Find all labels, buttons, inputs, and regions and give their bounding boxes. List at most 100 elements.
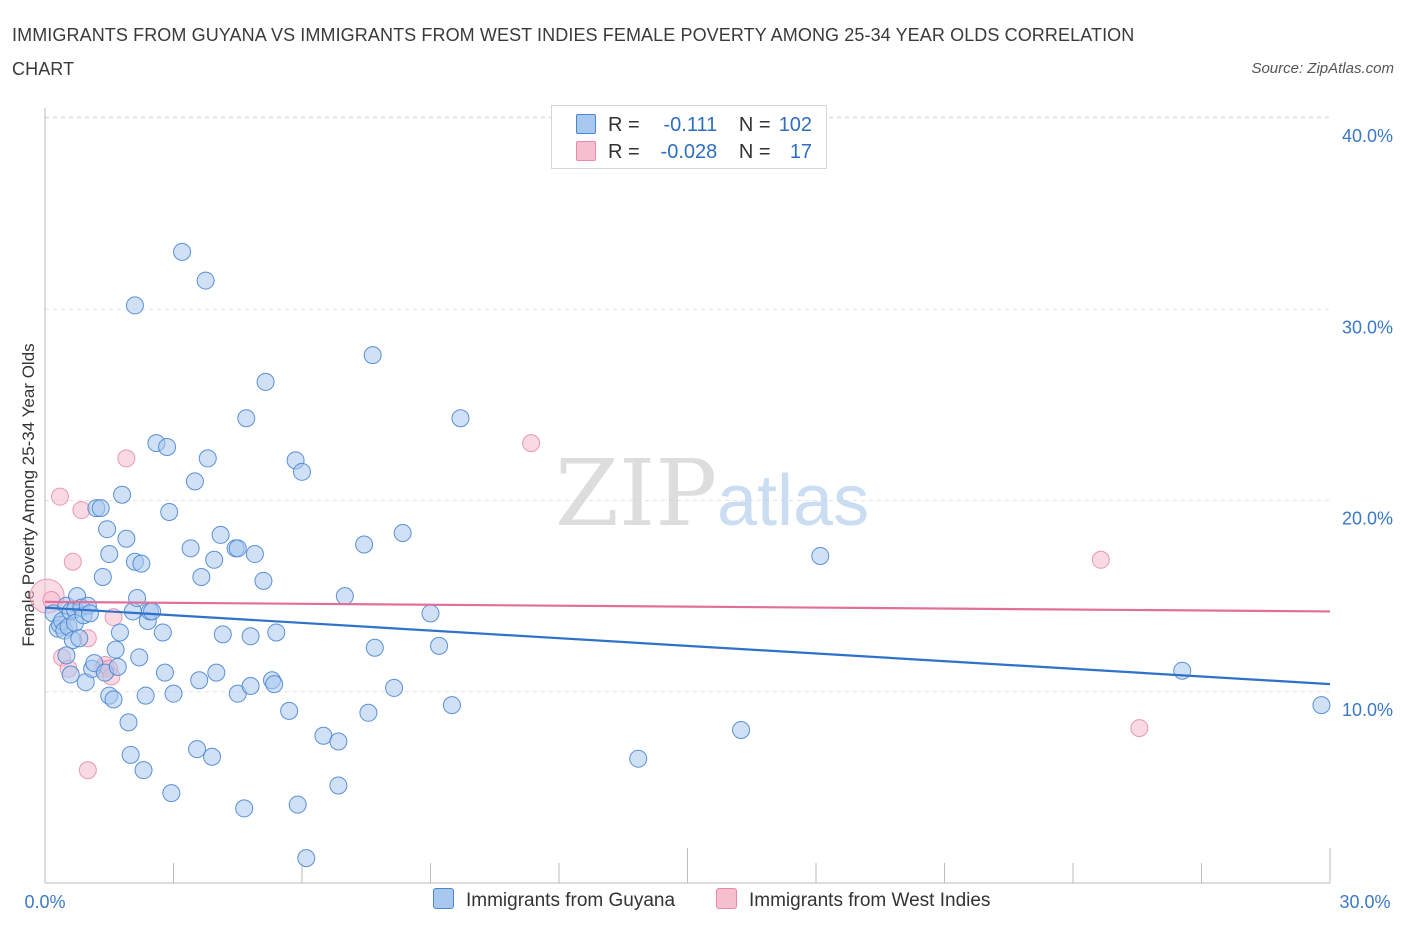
guyana-point bbox=[363, 346, 382, 365]
watermark: ZIP atlas bbox=[555, 440, 869, 547]
legend-row-guyana: R = -0.111 N = 102 bbox=[576, 114, 812, 138]
gridlines bbox=[45, 116, 1330, 693]
legend-r-label: R = bbox=[608, 114, 640, 136]
guyana-point bbox=[732, 721, 751, 739]
guyana-point bbox=[359, 703, 378, 722]
guyana-point bbox=[188, 740, 207, 759]
y-axis-tick-labels: 10.0% 20.0% 30.0% 40.0% bbox=[1342, 126, 1393, 720]
guyana-point bbox=[93, 568, 112, 586]
guyana-point bbox=[136, 686, 155, 705]
guyana-point bbox=[132, 554, 151, 573]
guyana-point bbox=[365, 638, 384, 657]
guyana-point bbox=[442, 696, 461, 715]
guyana-point bbox=[128, 589, 147, 608]
guyana-point bbox=[160, 502, 179, 521]
trend-line-west-indies bbox=[44, 600, 1331, 613]
guyana-point bbox=[329, 776, 348, 795]
guyana-point bbox=[430, 636, 449, 655]
guyana-point bbox=[100, 545, 119, 564]
y-axis-label: Female Poverty Among 25-34 Year Olds bbox=[19, 343, 38, 646]
guyana-point bbox=[162, 784, 181, 803]
guyana-point bbox=[288, 795, 307, 814]
guyana-point bbox=[203, 747, 222, 766]
guyana-point bbox=[91, 499, 110, 518]
guyana-point bbox=[267, 623, 286, 642]
guyana-point bbox=[198, 449, 217, 468]
guyana-point bbox=[143, 602, 162, 621]
bottom-legend-west-indies: Immigrants from West Indies bbox=[716, 888, 990, 912]
guyana-point bbox=[385, 678, 404, 697]
guyana-point bbox=[245, 545, 264, 564]
legend-swatch-west-indies bbox=[576, 141, 596, 161]
guyana-point bbox=[237, 409, 256, 428]
guyana-point bbox=[121, 745, 140, 764]
guyana-point bbox=[254, 571, 273, 590]
guyana-point bbox=[207, 663, 226, 682]
x-tick-label-end: 30.0% bbox=[1339, 892, 1390, 912]
guyana-point bbox=[205, 550, 224, 569]
guyana-point bbox=[421, 604, 440, 623]
guyana-point bbox=[393, 524, 412, 543]
guyana-point bbox=[153, 623, 172, 642]
guyana-point bbox=[80, 604, 99, 623]
west-indies-point bbox=[1091, 550, 1110, 569]
legend-n-value: 102 bbox=[778, 114, 813, 136]
guyana-point bbox=[196, 271, 215, 290]
west-indies-point bbox=[78, 761, 97, 780]
west-indies-point bbox=[50, 487, 69, 506]
guyana-point bbox=[265, 675, 284, 694]
guyana-point bbox=[173, 242, 192, 261]
guyana-point bbox=[98, 520, 117, 539]
y-tick-label: 10.0% bbox=[1342, 700, 1393, 720]
chart-title: IMMIGRANTS FROM GUYANA VS IMMIGRANTS FRO… bbox=[12, 25, 1135, 79]
guyana-point bbox=[158, 437, 177, 456]
guyana-point bbox=[104, 690, 123, 709]
guyana-point bbox=[293, 462, 311, 481]
legend-r-value: -0.028 bbox=[660, 141, 718, 163]
guyana-point bbox=[70, 629, 89, 648]
bottom-legend-label-guyana: Immigrants from Guyana bbox=[466, 890, 676, 911]
stats-legend: R = -0.111 N = 102 R = -0.028 N = 17 bbox=[551, 105, 827, 169]
guyana-point bbox=[125, 296, 144, 315]
guyana-point bbox=[57, 646, 76, 665]
west-indies-point bbox=[72, 501, 91, 520]
x-axis-ticks bbox=[44, 848, 1331, 883]
legend-row-west-indies: R = -0.028 N = 17 bbox=[576, 141, 812, 165]
legend-swatch-guyana bbox=[576, 114, 596, 134]
guyana-point bbox=[113, 485, 132, 504]
guyana-point bbox=[110, 623, 129, 642]
guyana-point bbox=[211, 525, 230, 544]
legend-r-value: -0.111 bbox=[663, 114, 718, 136]
guyana-point bbox=[108, 657, 127, 676]
y-tick-label: 40.0% bbox=[1342, 126, 1393, 146]
west-indies-point bbox=[63, 552, 82, 571]
guyana-point bbox=[61, 665, 80, 684]
guyana-point bbox=[451, 409, 470, 428]
watermark-zip: ZIP bbox=[555, 440, 717, 547]
guyana-point bbox=[241, 677, 260, 696]
x-tick-label-start: 0.0% bbox=[24, 892, 65, 912]
guyana-point bbox=[241, 627, 260, 646]
legend-n-value: 17 bbox=[789, 141, 813, 163]
y-tick-label: 20.0% bbox=[1342, 509, 1393, 529]
guyana-point bbox=[117, 529, 136, 548]
guyana-point bbox=[297, 849, 316, 868]
guyana-point bbox=[130, 648, 149, 667]
guyana-point bbox=[134, 761, 153, 780]
west-indies-point bbox=[522, 434, 541, 453]
watermark-atlas: atlas bbox=[717, 461, 869, 541]
guyana-point bbox=[629, 749, 648, 768]
series-guyana-points bbox=[44, 242, 1331, 868]
chart-source: Source: ZipAtlas.com bbox=[1251, 60, 1394, 77]
west-indies-point bbox=[117, 449, 136, 468]
guyana-point bbox=[228, 539, 247, 558]
guyana-point bbox=[329, 732, 348, 751]
west-indies-point bbox=[1130, 719, 1149, 738]
legend-n-label: N = bbox=[738, 141, 771, 163]
guyana-point bbox=[256, 372, 275, 391]
bottom-legend-guyana: Immigrants from Guyana bbox=[433, 888, 675, 912]
guyana-point bbox=[155, 663, 174, 682]
y-tick-label: 30.0% bbox=[1342, 317, 1393, 337]
guyana-point bbox=[1312, 696, 1331, 715]
